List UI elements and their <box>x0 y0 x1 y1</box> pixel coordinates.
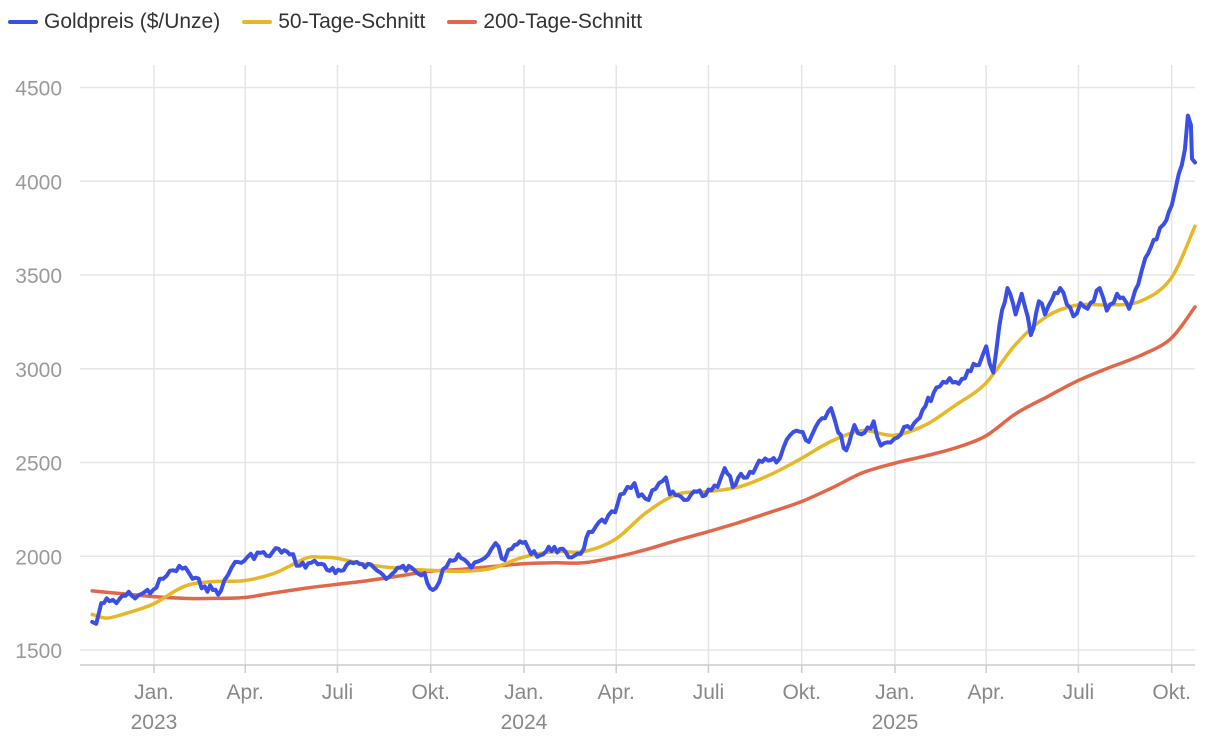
y-tick-label: 2000 <box>15 546 62 569</box>
legend: Goldpreis ($/Unze) 50-Tage-Schnitt 200-T… <box>8 10 642 34</box>
x-tick-label: Jan. <box>134 681 174 704</box>
x-tick-label: Apr. <box>598 681 635 704</box>
x-tick-label: Okt. <box>411 681 450 704</box>
legend-item-ma200[interactable]: 200-Tage-Schnitt <box>447 10 642 34</box>
x-tick-label: Juli <box>693 681 725 704</box>
legend-swatch-ma200 <box>447 20 478 24</box>
x-tick-label: Okt. <box>782 681 821 704</box>
x-year-label: 2024 <box>501 711 548 734</box>
grid <box>80 65 1195 665</box>
legend-label-ma200: 200-Tage-Schnitt <box>483 10 643 33</box>
x-tick-label: Juli <box>322 681 354 704</box>
y-tick-label: 2500 <box>15 453 62 476</box>
y-tick-label: 3500 <box>15 265 62 288</box>
series-line-ma200 <box>90 305 1197 601</box>
x-year-label: 2023 <box>131 711 178 734</box>
legend-swatch-ma50 <box>242 20 273 24</box>
y-tick-label: 3000 <box>15 359 62 382</box>
legend-label-gold: Goldpreis ($/Unze) <box>44 10 221 33</box>
legend-swatch-gold <box>8 20 38 24</box>
axes: 1500 2000 2500 3000 3500 4000 4500 Jan. 2023 Apr.… <box>15 78 1195 734</box>
series <box>90 113 1197 626</box>
x-tick-label: Okt. <box>1152 681 1191 704</box>
x-tick-label: Apr. <box>227 681 264 704</box>
x-tick-label: Juli <box>1063 681 1095 704</box>
legend-item-gold[interactable]: Goldpreis ($/Unze) <box>8 10 220 34</box>
x-tick-label: Jan. <box>504 681 544 704</box>
y-tick-label: 4500 <box>15 78 62 101</box>
x-year-label: 2025 <box>872 711 919 734</box>
legend-label-ma50: 50-Tage-Schnitt <box>278 10 426 33</box>
series-line-gold <box>90 113 1197 626</box>
series-line-ma50 <box>90 224 1197 620</box>
x-tick-label: Apr. <box>968 681 1005 704</box>
x-tick-label: Jan. <box>875 681 915 704</box>
y-tick-label: 1500 <box>15 640 62 663</box>
y-tick-label: 4000 <box>15 171 62 194</box>
legend-item-ma50[interactable]: 50-Tage-Schnitt <box>242 10 425 34</box>
